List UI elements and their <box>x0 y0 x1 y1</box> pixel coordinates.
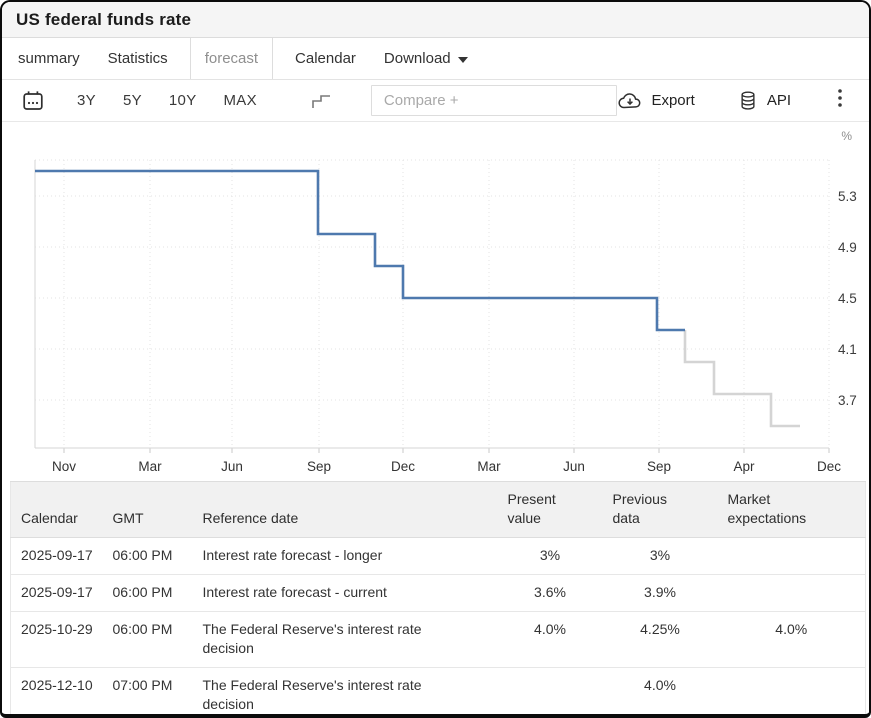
cell-gmt: 06:00 PM <box>102 537 193 575</box>
cell-calendar: 2025-09-17 <box>10 574 103 612</box>
range-button-max[interactable]: MAX <box>223 92 257 109</box>
table-row[interactable]: 2025-09-17 06:00 PM Interest rate forecast… <box>10 574 866 612</box>
cell-market <box>717 667 866 714</box>
api-button[interactable]: API <box>737 90 791 112</box>
svg-text:4.5: 4.5 <box>838 291 857 306</box>
svg-text:Sep: Sep <box>307 459 331 474</box>
kebab-menu-icon <box>838 89 842 107</box>
forecast-series-line <box>683 330 800 428</box>
export-label: Export <box>651 92 695 109</box>
cell-previous: 3% <box>602 537 718 575</box>
svg-text:Mar: Mar <box>477 459 501 474</box>
cell-reference: Interest rate forecast - current <box>192 574 498 612</box>
cell-calendar: 2025-12-10 <box>10 667 103 714</box>
svg-text:%: % <box>841 129 852 143</box>
reference-text: Interest rate forecast - current <box>202 584 387 600</box>
cell-market: 4.0% <box>717 611 866 668</box>
svg-text:Dec: Dec <box>817 459 841 474</box>
table-header: Calendar GMT Reference date Present valu… <box>10 481 866 538</box>
cell-calendar: 2025-09-17 <box>10 537 103 575</box>
tab-bar: summary Statistics forecast Calendar Downloa… <box>2 38 869 80</box>
step-chart-type-button[interactable] <box>311 92 331 110</box>
range-button-3y[interactable]: 3Y <box>77 92 96 109</box>
svg-text:3.7: 3.7 <box>838 393 857 408</box>
col-header-calendar: Calendar <box>10 481 103 538</box>
tab-calendar[interactable]: Calendar <box>281 38 370 79</box>
range-button-5y[interactable]: 5Y <box>122 92 142 109</box>
more-options-button[interactable] <box>825 87 855 114</box>
svg-text:4.9: 4.9 <box>838 240 857 255</box>
table-row[interactable]: 2025-09-17 06:00 PM Interest rate forecast… <box>10 537 866 575</box>
svg-text:Apr: Apr <box>733 459 755 474</box>
svg-text:Jun: Jun <box>563 459 585 474</box>
database-icon <box>741 91 755 110</box>
cell-reference: The Federal Reserve's interest rate deci… <box>192 611 498 668</box>
reference-text: The Federal Reserve's interest rate deci… <box>202 621 422 656</box>
step-chart: Nov Mar Jun Sep Dec Mar Jun Sep Apr Dec 5.3 4.9 4.5 4… <box>34 129 857 474</box>
cell-reference: Interest rate forecast - longer <box>192 537 498 575</box>
svg-text:Dec: Dec <box>391 459 415 474</box>
calendar-table: Calendar GMT Reference date Present valu… <box>10 481 866 714</box>
tab-summary[interactable]: summary <box>4 38 94 79</box>
tab-label: summary <box>18 50 80 67</box>
tab-statistics[interactable]: Statistics <box>94 38 182 79</box>
calendar-icon <box>23 90 43 110</box>
export-button[interactable]: Export <box>617 91 695 111</box>
table-row[interactable]: 2025-10-29 06:00 PM The Federal Reserve's … <box>10 611 866 668</box>
col-header-reference-date: Reference date <box>192 481 498 538</box>
caret-down-icon <box>457 56 468 63</box>
cell-previous: 4.25% <box>602 611 718 668</box>
table-row[interactable]: 2025-12-10 07:00 PM The Federal Reserve's … <box>10 667 866 714</box>
reference-text: Interest rate forecast - longer <box>202 547 383 563</box>
cell-present <box>497 667 603 714</box>
tab-label: forecast <box>204 50 259 67</box>
reference-text: The Federal Reserve's interest rate deci… <box>202 677 422 712</box>
cloud-download-icon <box>618 92 641 108</box>
cell-reference: The Federal Reserve's interest rate deci… <box>192 667 498 714</box>
tab-label: Download <box>383 50 451 67</box>
col-header-present-value: Present value <box>497 481 603 538</box>
svg-text:Sep: Sep <box>647 459 671 474</box>
api-label: API <box>766 92 791 109</box>
range-buttons: 3Y 5Y 10Y MAX <box>77 92 257 109</box>
cell-market <box>717 537 866 575</box>
cell-gmt: 06:00 PM <box>102 574 193 612</box>
cell-gmt: 07:00 PM <box>102 667 193 714</box>
actual-series-line <box>35 169 685 332</box>
svg-text:5.3: 5.3 <box>838 189 857 204</box>
step-line-icon <box>312 94 330 108</box>
page-title: US federal funds rate <box>16 9 192 29</box>
title-bar: US federal funds rate <box>2 2 869 38</box>
cell-present: 4.0% <box>497 611 603 668</box>
compare-input[interactable] <box>370 85 618 116</box>
svg-text:Mar: Mar <box>138 459 162 474</box>
tab-download[interactable]: Download <box>370 38 482 79</box>
col-header-market-expectations: Market expectations <box>717 481 866 538</box>
chart-area[interactable]: Nov Mar Jun Sep Dec Mar Jun Sep Apr Dec 5.3 4.9 4.5 4… <box>2 122 869 480</box>
cell-previous: 3.9% <box>602 574 718 612</box>
chart-toolbar: 3Y 5Y 10Y MAX Export API <box>2 80 869 122</box>
tab-label: Calendar <box>295 50 356 67</box>
date-range-calendar-button[interactable] <box>22 90 44 112</box>
col-header-previous-data: Previous data <box>602 481 718 538</box>
tab-forecast[interactable]: forecast <box>189 38 274 79</box>
cell-gmt: 06:00 PM <box>102 611 193 668</box>
col-header-gmt: GMT <box>102 481 193 538</box>
cell-present: 3.6% <box>497 574 603 612</box>
range-button-10y[interactable]: 10Y <box>168 92 197 109</box>
cell-previous: 4.0% <box>602 667 718 714</box>
svg-text:4.1: 4.1 <box>838 342 857 357</box>
cell-calendar: 2025-10-29 <box>10 611 103 668</box>
svg-text:Nov: Nov <box>52 459 76 474</box>
cell-present: 3% <box>497 537 603 575</box>
tab-label: Statistics <box>107 50 168 67</box>
cell-market <box>717 574 866 612</box>
svg-text:Jun: Jun <box>221 459 243 474</box>
